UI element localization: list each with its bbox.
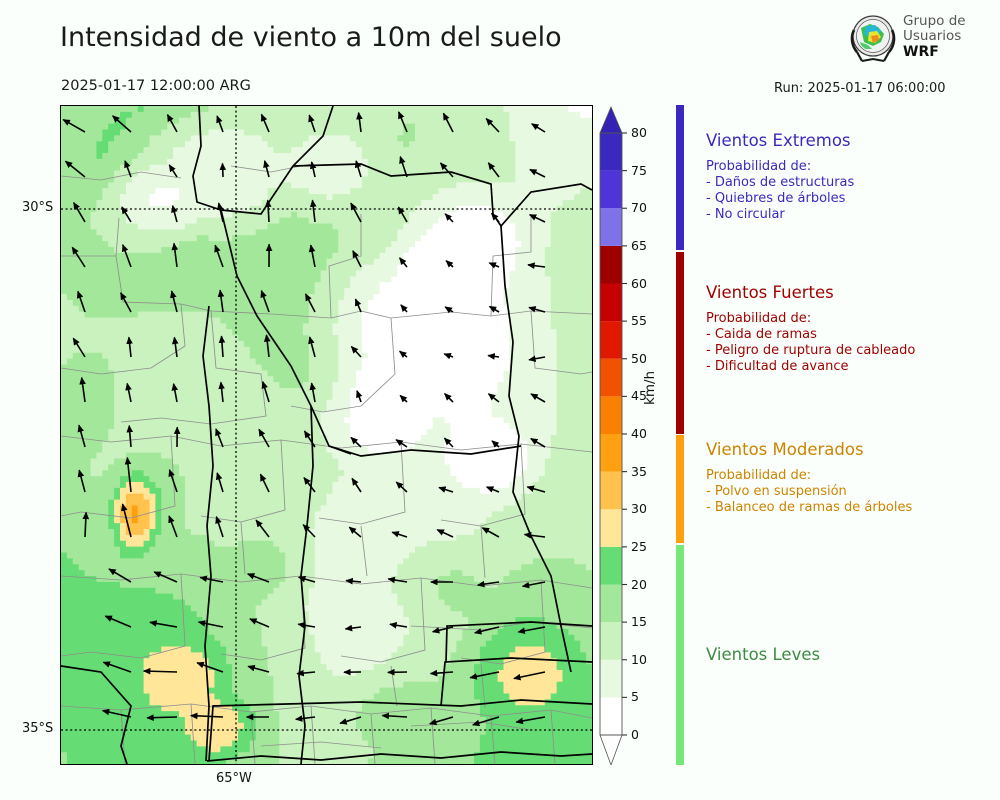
legend-sub-vientos-moderados-1: - Polvo en suspensión [706, 484, 847, 500]
legend-group-vientos-extremos: Vientos Extremos Probabilidad de: - Daños … [706, 131, 854, 223]
legend-bar-vientos-extremos [676, 105, 684, 250]
colorbar-tick-15: 15 [631, 614, 647, 630]
legend-title-vientos-moderados: Vientos Moderados [706, 440, 864, 459]
colorbar-tick-20: 20 [631, 576, 647, 592]
map-canvas [61, 106, 592, 764]
wind-vector-field [62, 111, 546, 727]
legend-group-vientos-moderados: Vientos Moderados Probabilidad de: - Polvo… [706, 440, 912, 516]
colorbar-tick-70: 70 [631, 200, 647, 216]
legend-sub-vientos-fuertes-2: - Peligro de ruptura de cableado [706, 343, 916, 359]
legend-sub-vientos-extremos-0: Probabilidad de: [706, 159, 812, 174]
legend-sub-vientos-fuertes-0: Probabilidad de: [706, 311, 812, 326]
colorbar-tick-45: 45 [631, 388, 647, 404]
colorbar-swatches [599, 105, 627, 765]
legend-group-vientos-leves: Vientos Leves [706, 645, 820, 673]
valid-time-label: 2025-01-17 12:00:00 ARG [61, 78, 251, 94]
logo-line-1: Grupo de [903, 13, 966, 29]
wind-intensity-map[interactable] [60, 105, 593, 765]
run-time-label: Run: 2025-01-17 06:00:00 [774, 81, 946, 96]
colorbar-tick-5: 5 [631, 689, 639, 705]
colorbar[interactable]: km/h 0 5 10 15 20 25 30 35 40 45 50 55 60 65 70 75 80 [598, 105, 660, 765]
legend-sub-vientos-fuertes-3: - Dificultad de avance [706, 359, 849, 375]
legend-sub-vientos-extremos-3: - No circular [706, 207, 785, 223]
legend-sub-vientos-extremos-1: - Daños de estructuras [706, 175, 855, 191]
legend-group-vientos-fuertes: Vientos Fuertes Probabilidad de: - Caida d… [706, 283, 915, 375]
colorbar-tick-50: 50 [631, 350, 647, 366]
colorbar-tick-35: 35 [631, 463, 647, 479]
legend-bar-vientos-fuertes [676, 252, 684, 434]
legend-bar-vientos-leves [676, 545, 684, 765]
legend-title-vientos-leves: Vientos Leves [706, 645, 821, 664]
colorbar-tick-75: 75 [631, 162, 647, 178]
legend-bar-vientos-moderados [676, 435, 684, 543]
lat-tick-35s: 35°S [22, 721, 54, 736]
wrf-user-group-logo: Grupo de Usuarios WRF [848, 12, 998, 70]
wrf-globe-seal-icon [850, 15, 896, 62]
colorbar-tick-30: 30 [631, 501, 647, 517]
logo-line-2: Usuarios [903, 28, 962, 45]
colorbar-tick-55: 55 [631, 313, 647, 329]
colorbar-tick-80: 80 [631, 125, 647, 140]
colorbar-tick-65: 65 [631, 237, 647, 253]
colorbar-tick-40: 40 [631, 426, 647, 441]
colorbar-tick-25: 25 [631, 538, 647, 554]
colorbar-tick-10: 10 [631, 651, 647, 667]
colorbar-tick-0: 0 [631, 727, 639, 742]
legend-title-vientos-extremos: Vientos Extremos [706, 131, 851, 150]
legend-sub-vientos-extremos-2: - Quiebres de árboles [706, 191, 846, 207]
legend-sub-vientos-fuertes-1: - Caida de ramas [706, 327, 817, 343]
colorbar-tick-60: 60 [631, 275, 647, 291]
legend-sub-vientos-moderados-2: - Balanceo de ramas de árboles [706, 500, 913, 516]
lon-tick-65w: 65°W [216, 771, 252, 786]
legend-title-vientos-fuertes: Vientos Fuertes [706, 283, 834, 302]
severity-legend: Vientos Extremos Probabilidad de: - Daños … [672, 105, 996, 765]
legend-sub-vientos-moderados-0: Probabilidad de: [706, 468, 812, 483]
page-title: Intensidad de viento a 10m del suelo [60, 22, 562, 53]
logo-line-brand: WRF [903, 43, 939, 60]
lat-tick-30s: 30°S [22, 200, 54, 215]
